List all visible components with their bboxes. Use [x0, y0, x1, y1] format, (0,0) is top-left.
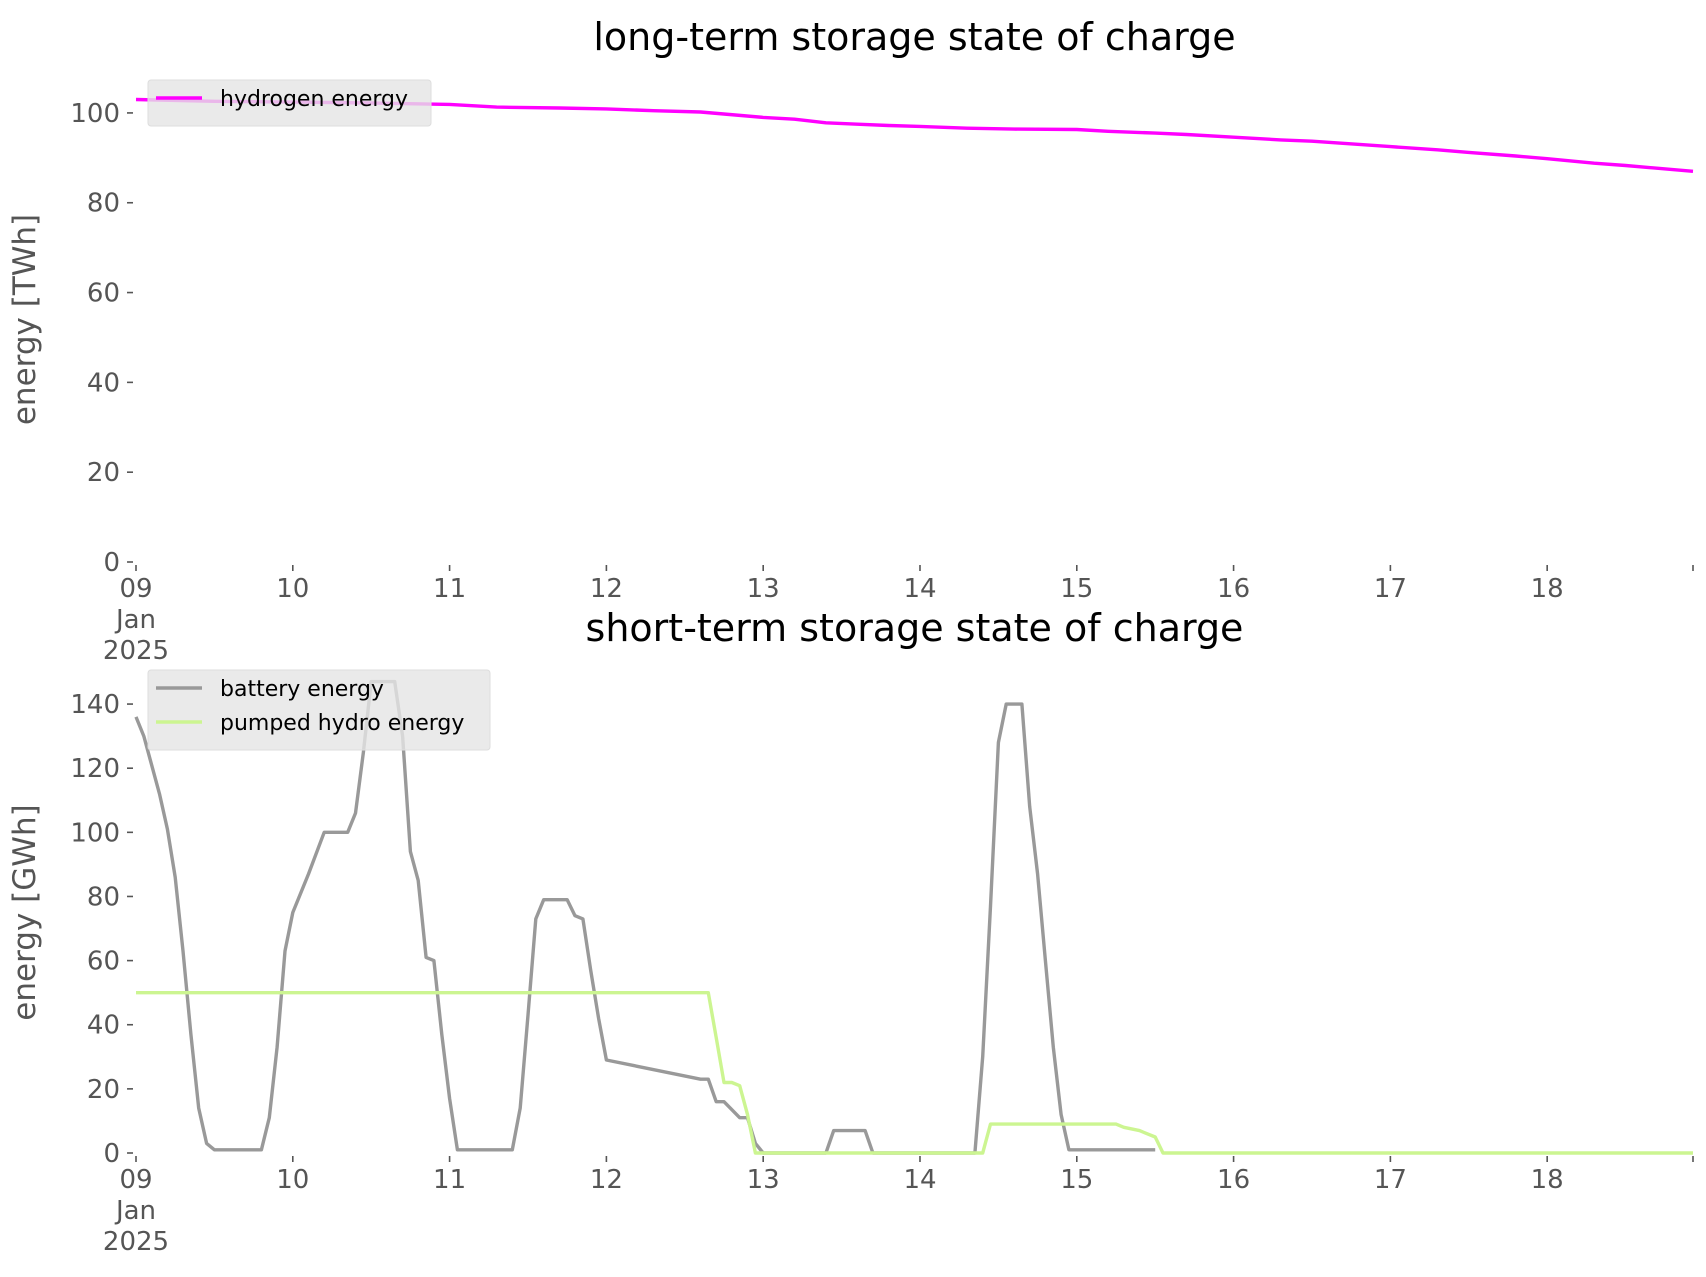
x-tick-label: 17: [1374, 574, 1407, 604]
legend: battery energy pumped hydro energy: [147, 669, 491, 751]
short-term-storage-chart: short-term storage state of charge energy…: [7, 606, 1694, 1257]
legend-label: battery energy: [220, 677, 384, 702]
series-line-pumped-hydro-energy: [136, 991, 1693, 1155]
y-tick-label: 60: [87, 947, 120, 977]
long-term-storage-chart: long-term storage state of charge energy …: [7, 15, 1694, 666]
x-tick-label: 15: [1060, 1165, 1093, 1195]
y-tick-label: 120: [70, 754, 120, 784]
x-tick-label: 15: [1060, 574, 1093, 604]
y-tick-label: 100: [70, 818, 120, 848]
y-tick-label: 20: [87, 1075, 120, 1105]
legend: hydrogen energy: [147, 79, 432, 127]
x-tick-label: 18: [1531, 574, 1564, 604]
x-tick-label: 10: [276, 574, 309, 604]
x-tick-label: 11: [433, 1165, 466, 1195]
legend-box: [147, 669, 491, 751]
x-tick-label: 09 Jan 2025: [103, 1165, 169, 1257]
x-tick-label: 18: [1531, 1165, 1564, 1195]
y-tick-label: 0: [103, 548, 120, 578]
x-tick-label: 14: [903, 574, 936, 604]
x-tick-label: 13: [747, 574, 780, 604]
y-tick-label: 140: [70, 690, 120, 720]
series-line-battery-energy: [134, 679, 1156, 1155]
y-tick-label: 80: [87, 882, 120, 912]
chart-title: long-term storage state of charge: [593, 15, 1235, 59]
x-tick-label: 12: [590, 1165, 623, 1195]
y-tick-label: 100: [70, 99, 120, 129]
x-tick-label: 10: [276, 1165, 309, 1195]
y-tick-label: 40: [87, 368, 120, 398]
x-tick-label: 17: [1374, 1165, 1407, 1195]
y-tick-label: 40: [87, 1011, 120, 1041]
x-tick-label: 11: [433, 574, 466, 604]
series-line-hydrogen-energy: [135, 97, 1694, 173]
x-tick-label: 16: [1217, 1165, 1250, 1195]
x-tick-label: 14: [903, 1165, 936, 1195]
legend-label: hydrogen energy: [220, 87, 408, 112]
y-tick-label: 60: [87, 279, 120, 309]
x-tick-label: 09 Jan 2025: [103, 574, 169, 666]
y-tick-label: 20: [87, 458, 120, 488]
y-axis-label: energy [TWh]: [7, 214, 43, 425]
y-tick-label: 0: [103, 1139, 120, 1169]
y-tick-label: 80: [87, 189, 120, 219]
y-axis-label: energy [GWh]: [7, 804, 43, 1020]
legend-label: pumped hydro energy: [220, 711, 464, 736]
x-tick-label: 12: [590, 574, 623, 604]
chart-title: short-term storage state of charge: [586, 606, 1244, 650]
x-tick-label: 16: [1217, 574, 1250, 604]
x-tick-label: 13: [747, 1165, 780, 1195]
legend-box: [147, 79, 432, 127]
